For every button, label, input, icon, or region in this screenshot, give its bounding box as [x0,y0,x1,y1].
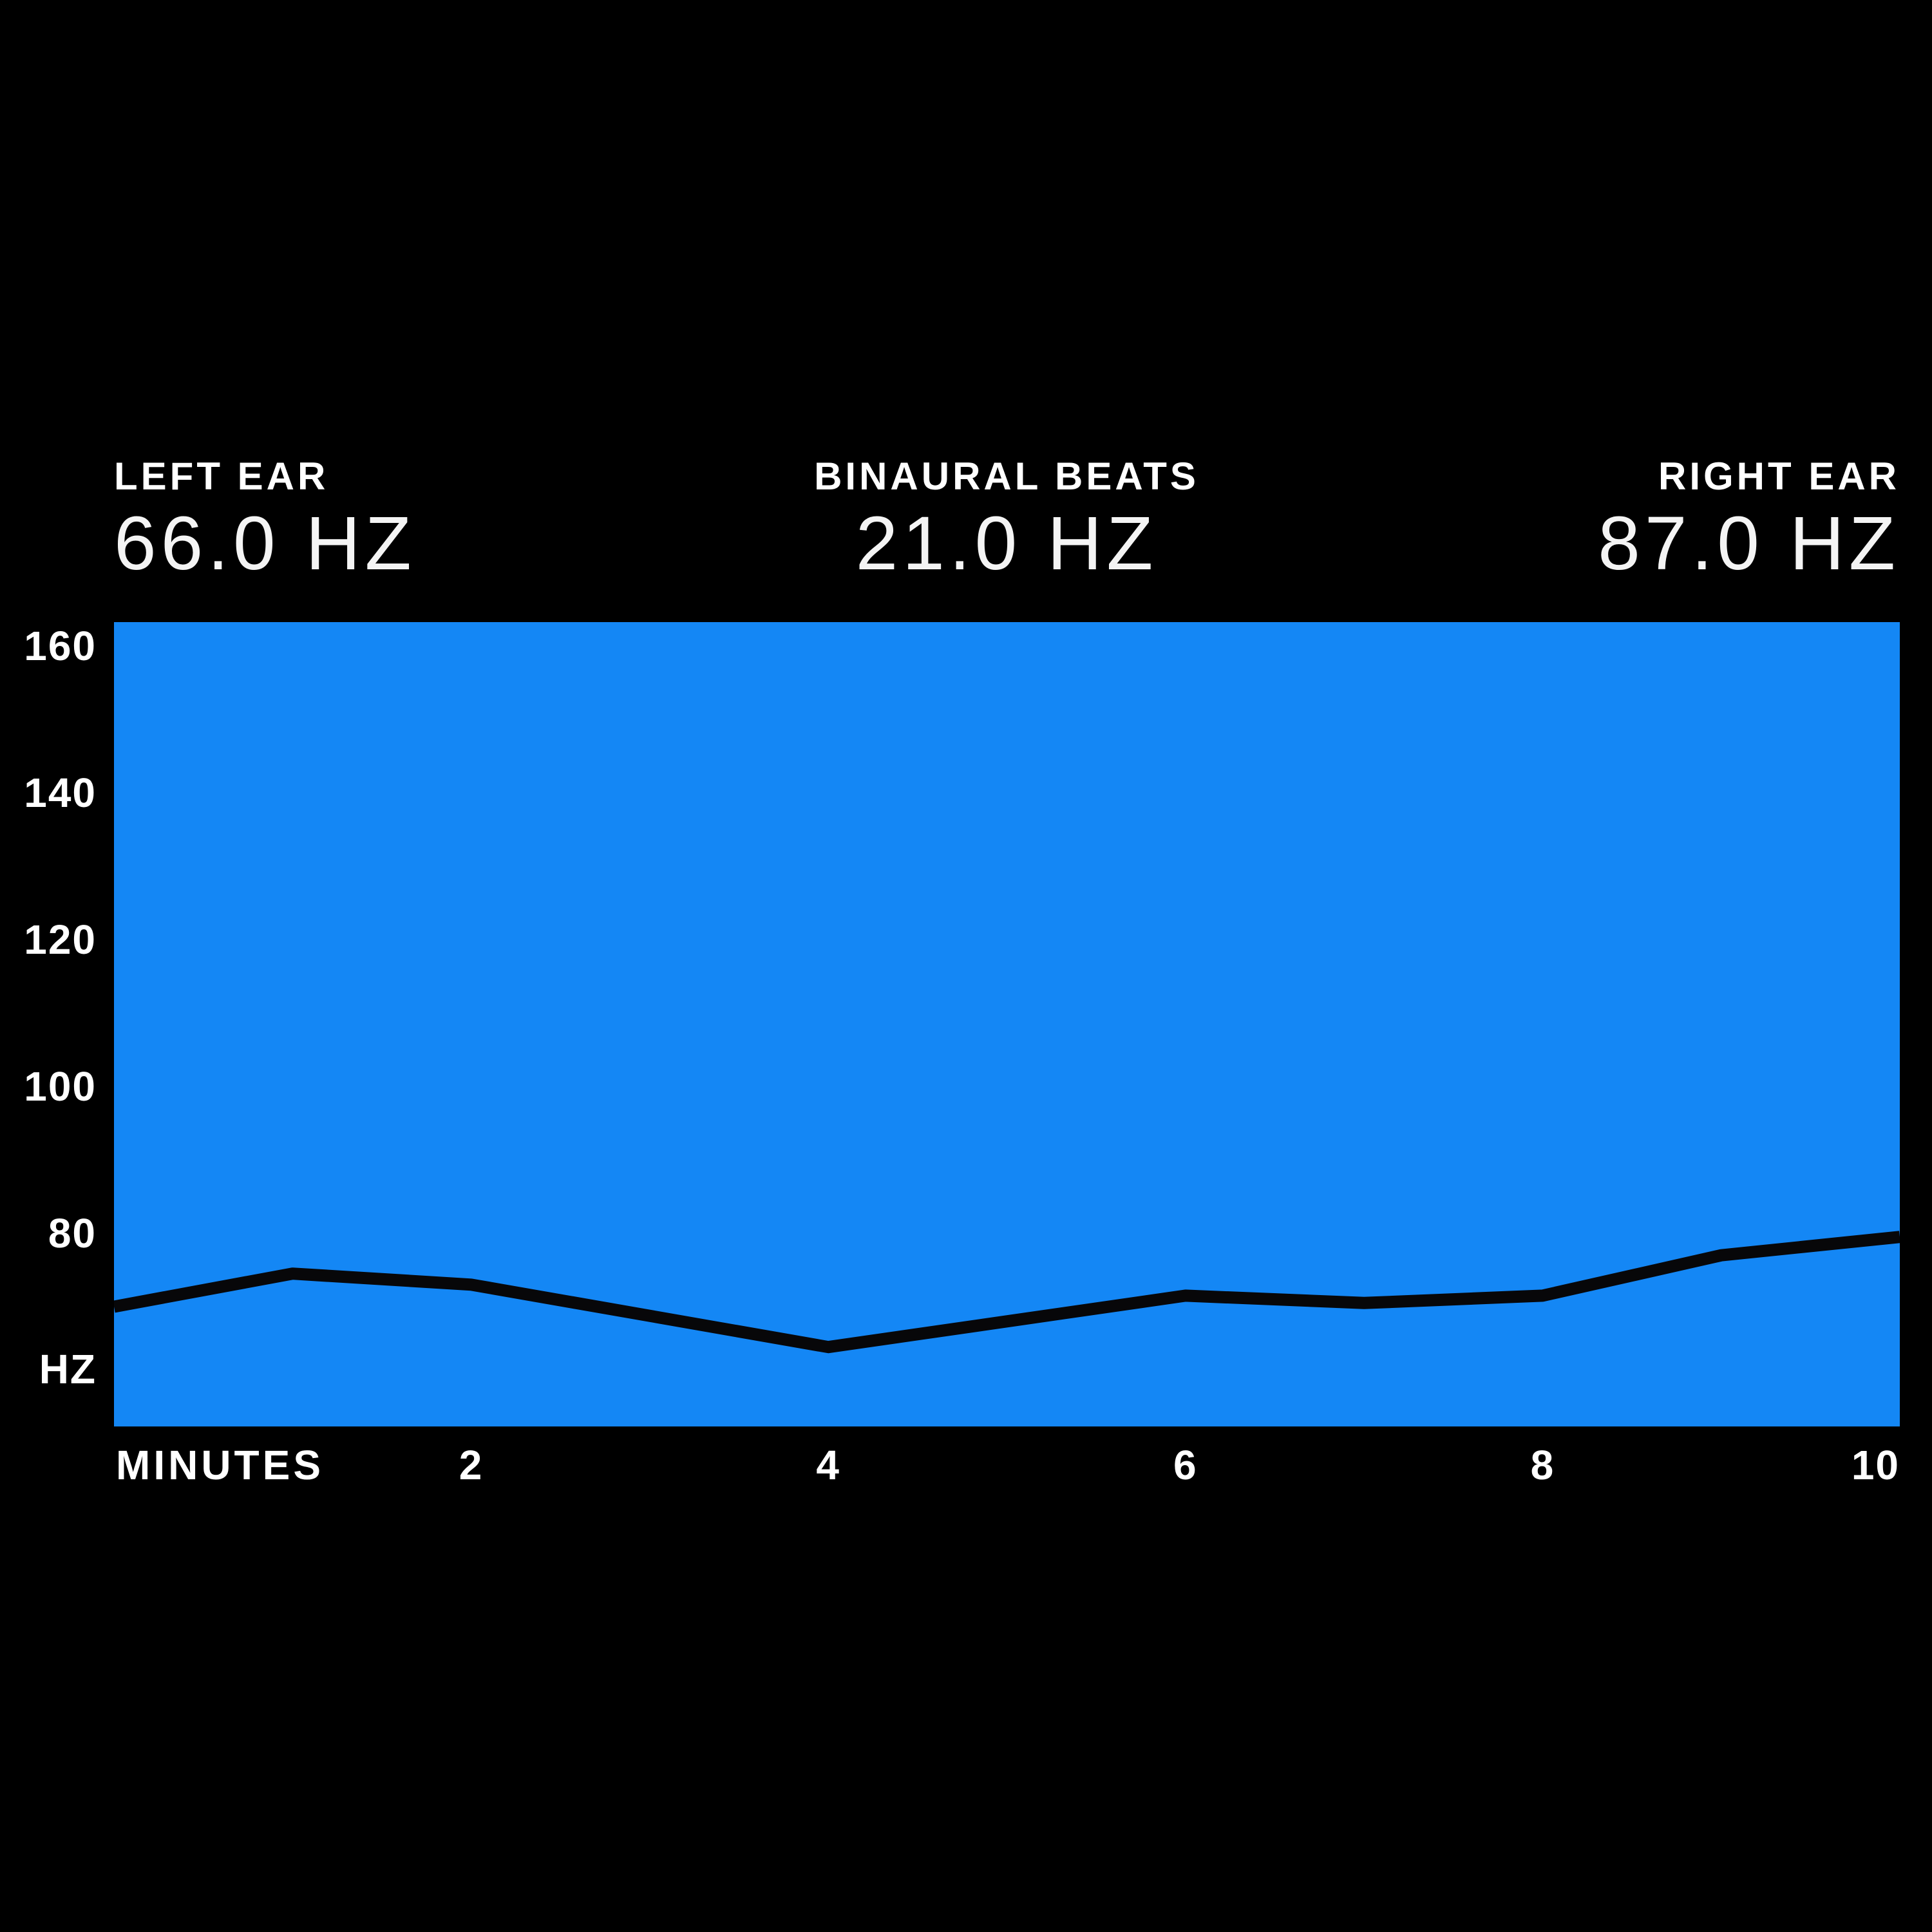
x-axis-tick: 4 [816,1442,840,1488]
right-ear-label: RIGHT EAR [1658,455,1900,498]
left-ear-value: 66.0 HZ [114,501,416,586]
y-axis-tick: 100 [24,1063,97,1110]
chart-background [114,622,1900,1426]
y-axis-tick: 160 [24,623,97,669]
x-axis-title: MINUTES [116,1442,324,1488]
right-ear-readout: RIGHT EAR 87.0 HZ [1598,451,1900,585]
y-axis-tick: 80 [48,1210,97,1256]
y-axis-tick: 120 [24,916,97,963]
binaural-beats-value: 21.0 HZ [855,501,1158,586]
x-axis-tick: 6 [1173,1442,1198,1488]
right-ear-value: 87.0 HZ [1598,501,1900,586]
frequency-chart-plot-area [114,622,1900,1426]
binaural-beats-label: BINAURAL BEATS [814,455,1199,498]
y-axis-tick: 140 [24,770,97,816]
frequency-line [114,1231,1900,1354]
binaural-beats-readout: BINAURAL BEATS 21.0 HZ [814,451,1199,585]
x-axis-tick: 8 [1530,1442,1555,1488]
left-ear-readout: LEFT EAR 66.0 HZ [114,451,416,585]
frequency-line-chart [114,622,1900,1426]
left-ear-label: LEFT EAR [114,455,329,498]
x-axis-tick: 10 [1851,1442,1900,1488]
y-axis-unit-label: HZ [39,1346,97,1392]
x-axis-tick: 2 [459,1442,484,1488]
